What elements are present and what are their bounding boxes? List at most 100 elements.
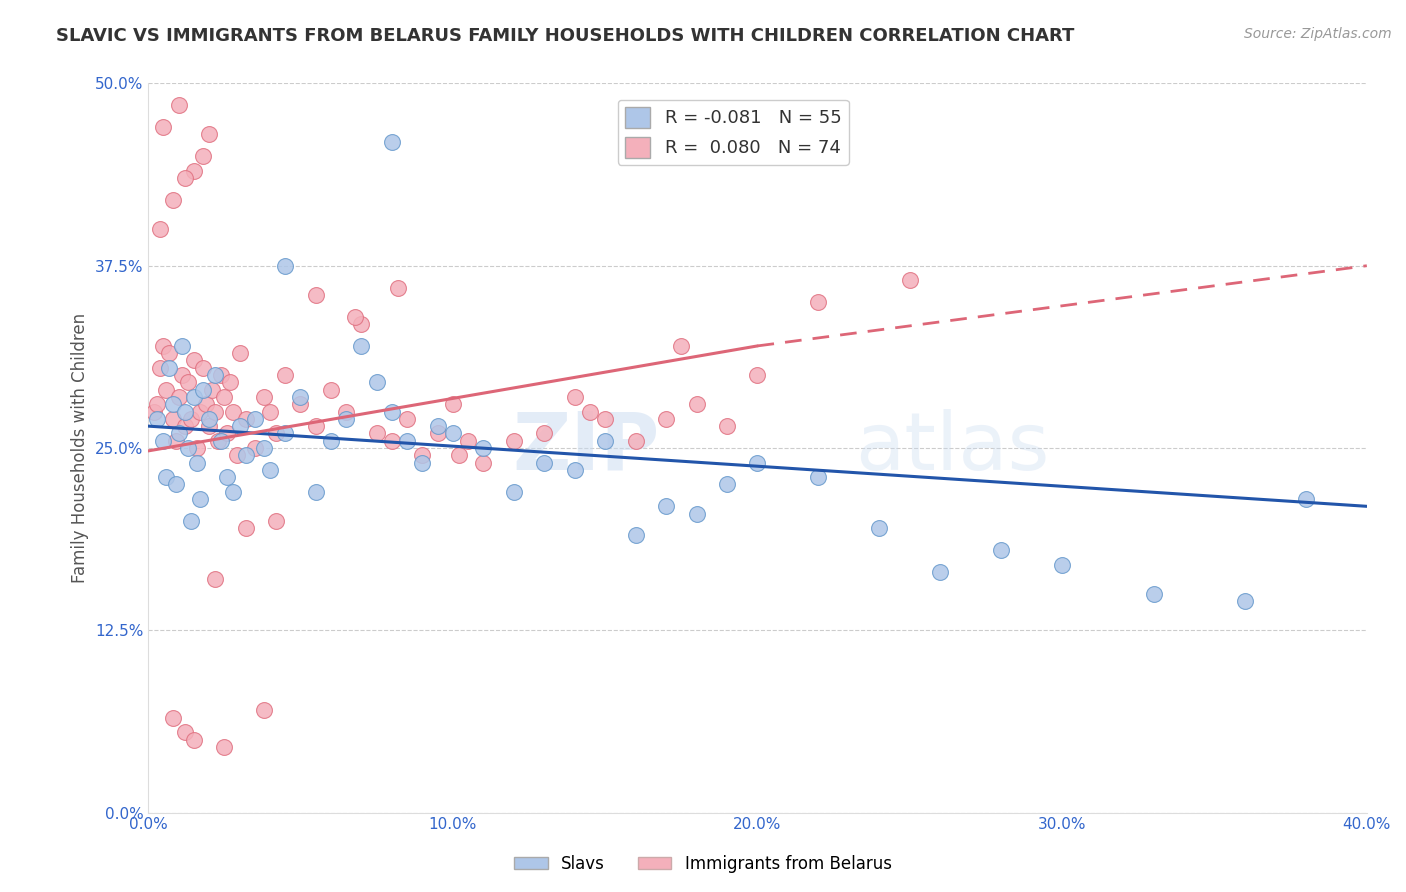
Point xyxy=(426,426,449,441)
Point xyxy=(146,397,169,411)
Point xyxy=(149,222,172,236)
Point xyxy=(159,360,181,375)
Point xyxy=(143,404,166,418)
Point xyxy=(747,456,769,470)
Point xyxy=(396,434,419,448)
Point xyxy=(457,434,479,448)
Text: Source: ZipAtlas.com: Source: ZipAtlas.com xyxy=(1244,27,1392,41)
Point xyxy=(183,732,205,747)
Point xyxy=(225,448,247,462)
Point xyxy=(155,470,177,484)
Point xyxy=(1142,587,1164,601)
Point xyxy=(533,456,555,470)
Point xyxy=(204,368,226,382)
Point xyxy=(162,193,184,207)
Point xyxy=(214,739,236,754)
Point xyxy=(1295,491,1317,506)
Point xyxy=(350,339,373,353)
Point xyxy=(180,412,202,426)
Point xyxy=(472,456,495,470)
Point xyxy=(162,412,184,426)
Point xyxy=(274,426,297,441)
Point xyxy=(502,434,524,448)
Point xyxy=(183,164,205,178)
Point xyxy=(259,404,281,418)
Point xyxy=(207,434,229,448)
Point xyxy=(243,441,266,455)
Point xyxy=(259,463,281,477)
Point xyxy=(290,397,312,411)
Point xyxy=(898,273,921,287)
Point xyxy=(305,484,328,499)
Point xyxy=(222,484,245,499)
Point xyxy=(305,288,328,302)
Point xyxy=(173,171,195,186)
Point xyxy=(381,434,404,448)
Point xyxy=(366,376,388,390)
Point xyxy=(716,477,738,491)
Point xyxy=(253,703,276,717)
Point xyxy=(807,295,830,310)
Point xyxy=(350,317,373,331)
Point xyxy=(188,491,211,506)
Point xyxy=(868,521,890,535)
Point xyxy=(472,441,495,455)
Point xyxy=(186,441,208,455)
Point xyxy=(188,404,211,418)
Point xyxy=(167,390,190,404)
Point xyxy=(235,521,257,535)
Point xyxy=(411,448,433,462)
Point xyxy=(426,419,449,434)
Point xyxy=(264,514,287,528)
Point xyxy=(170,368,193,382)
Point xyxy=(146,412,169,426)
Point xyxy=(170,339,193,353)
Point xyxy=(381,135,404,149)
Point xyxy=(228,419,250,434)
Text: SLAVIC VS IMMIGRANTS FROM BELARUS FAMILY HOUSEHOLDS WITH CHILDREN CORRELATION CH: SLAVIC VS IMMIGRANTS FROM BELARUS FAMILY… xyxy=(56,27,1074,45)
Point xyxy=(305,419,328,434)
Point xyxy=(274,368,297,382)
Point xyxy=(173,419,195,434)
Point xyxy=(152,434,174,448)
Point xyxy=(198,419,221,434)
Point xyxy=(579,404,602,418)
Point xyxy=(195,397,218,411)
Point xyxy=(564,390,586,404)
Point xyxy=(441,397,464,411)
Point xyxy=(685,397,707,411)
Point xyxy=(335,412,357,426)
Point xyxy=(319,434,342,448)
Point xyxy=(152,120,174,135)
Point xyxy=(177,441,200,455)
Point xyxy=(167,98,190,112)
Point xyxy=(243,412,266,426)
Point xyxy=(533,426,555,441)
Point xyxy=(396,412,419,426)
Point xyxy=(387,280,409,294)
Point xyxy=(155,383,177,397)
Point xyxy=(716,419,738,434)
Point xyxy=(1050,558,1073,572)
Point xyxy=(807,470,830,484)
Point xyxy=(290,390,312,404)
Point xyxy=(564,463,586,477)
Point xyxy=(217,470,239,484)
Point xyxy=(624,434,647,448)
Point xyxy=(335,404,357,418)
Point xyxy=(447,448,470,462)
Point xyxy=(173,404,195,418)
Point xyxy=(152,339,174,353)
Point xyxy=(655,412,678,426)
Point xyxy=(149,360,172,375)
Point xyxy=(201,383,224,397)
Point xyxy=(180,514,202,528)
Point xyxy=(209,434,232,448)
Point xyxy=(655,500,678,514)
Point xyxy=(191,383,214,397)
Legend: R = -0.081   N = 55, R =  0.080   N = 74: R = -0.081 N = 55, R = 0.080 N = 74 xyxy=(617,100,849,165)
Point xyxy=(1233,594,1256,608)
Point xyxy=(593,434,616,448)
Point xyxy=(198,412,221,426)
Point xyxy=(167,426,190,441)
